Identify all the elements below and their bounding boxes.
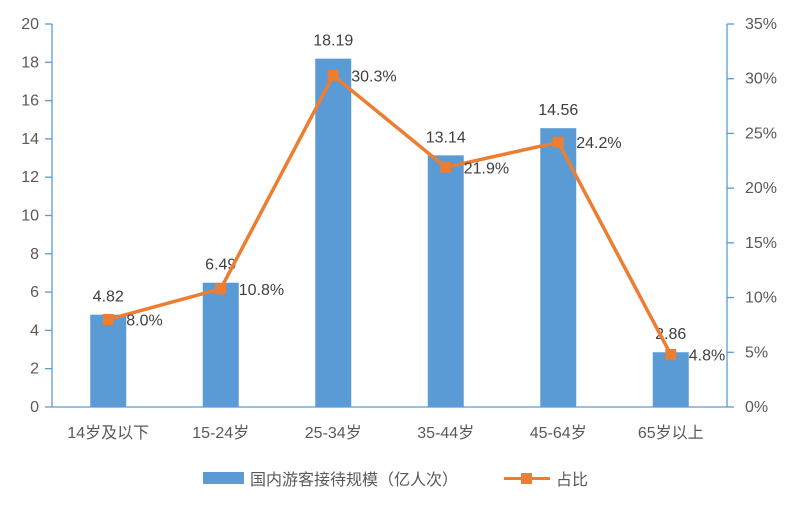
chart-plot-area: 0 2 4 6 8 10 12 14 16 18 20 0% 5% 10% 15% 20% 25% 30% 35% 1… <box>21 16 777 442</box>
bar-data-label: 4.82 <box>93 289 124 306</box>
left-axis-tick-label: 2 <box>30 361 39 378</box>
line-marker <box>102 313 114 325</box>
bar <box>427 155 464 407</box>
bar-data-label: 18.19 <box>313 33 353 50</box>
left-axis-tick-label: 8 <box>30 246 39 263</box>
bar <box>202 282 239 407</box>
right-axis-tick-label: 10% <box>745 290 777 307</box>
line-data-label: 24.2% <box>576 135 621 152</box>
line-marker <box>552 136 564 148</box>
line-data-label: 10.8% <box>239 282 284 299</box>
bar <box>90 314 127 407</box>
line-data-label: 8.0% <box>126 312 162 329</box>
line-series <box>106 73 673 357</box>
right-axis-tick-label: 35% <box>745 16 777 33</box>
bar <box>315 58 352 407</box>
x-axis-category-label: 14岁及以下 <box>67 424 149 442</box>
right-axis-tick-label: 0% <box>745 399 768 416</box>
right-axis-tick-label: 25% <box>745 125 777 142</box>
line-data-label: 21.9% <box>464 160 509 177</box>
bar <box>540 128 577 407</box>
bar-data-label: 14.56 <box>538 102 578 119</box>
right-axis-tick-label: 5% <box>745 344 768 361</box>
legend-label-line-series: 占比 <box>556 472 589 489</box>
legend-item-bar-series: 国内游客接待规模（亿人次） <box>202 466 458 490</box>
line-marker <box>665 348 677 360</box>
right-axis-tick-label: 20% <box>745 180 777 197</box>
legend-line-marker-icon <box>521 472 532 484</box>
left-axis-tick-label: 4 <box>30 322 39 339</box>
right-axis-tick-label: 15% <box>745 235 777 252</box>
line-data-label: 30.3% <box>351 68 396 85</box>
left-axis-tick-label: 18 <box>21 54 39 71</box>
left-axis-tick-label: 0 <box>30 399 39 416</box>
left-axis-tick-label: 14 <box>21 131 39 148</box>
left-axis-tick-label: 20 <box>21 16 39 33</box>
x-axis-category-label: 15-24岁 <box>192 424 249 442</box>
bar-data-label: 13.14 <box>426 129 466 146</box>
line-marker <box>440 161 452 173</box>
x-axis-category-label: 35-44岁 <box>417 424 474 442</box>
left-axis-tick-label: 6 <box>30 284 39 301</box>
left-axis-tick-label: 12 <box>21 169 39 186</box>
legend-label-bar-series: 国内游客接待规模（亿人次） <box>249 472 458 489</box>
line-marker <box>327 69 339 81</box>
left-axis-tick-label: 16 <box>21 93 39 110</box>
x-axis-category-label: 45-64岁 <box>530 424 587 442</box>
right-axis-tick-label: 30% <box>745 71 777 88</box>
x-axis-category-label: 25-34岁 <box>305 424 362 442</box>
bar-data-label: 6.49 <box>205 257 236 274</box>
x-axis-category-label: 65岁以上 <box>638 424 704 442</box>
legend-line-swatch-icon <box>504 472 550 484</box>
chart-legend: 国内游客接待规模（亿人次） 占比 <box>0 464 791 492</box>
line-marker <box>215 283 227 295</box>
bar <box>652 352 689 407</box>
left-axis-tick-label: 10 <box>21 208 39 225</box>
legend-bar-swatch-icon <box>202 472 244 484</box>
legend-item-line-series: 占比 <box>504 466 588 490</box>
line-data-label: 4.8% <box>689 347 725 364</box>
